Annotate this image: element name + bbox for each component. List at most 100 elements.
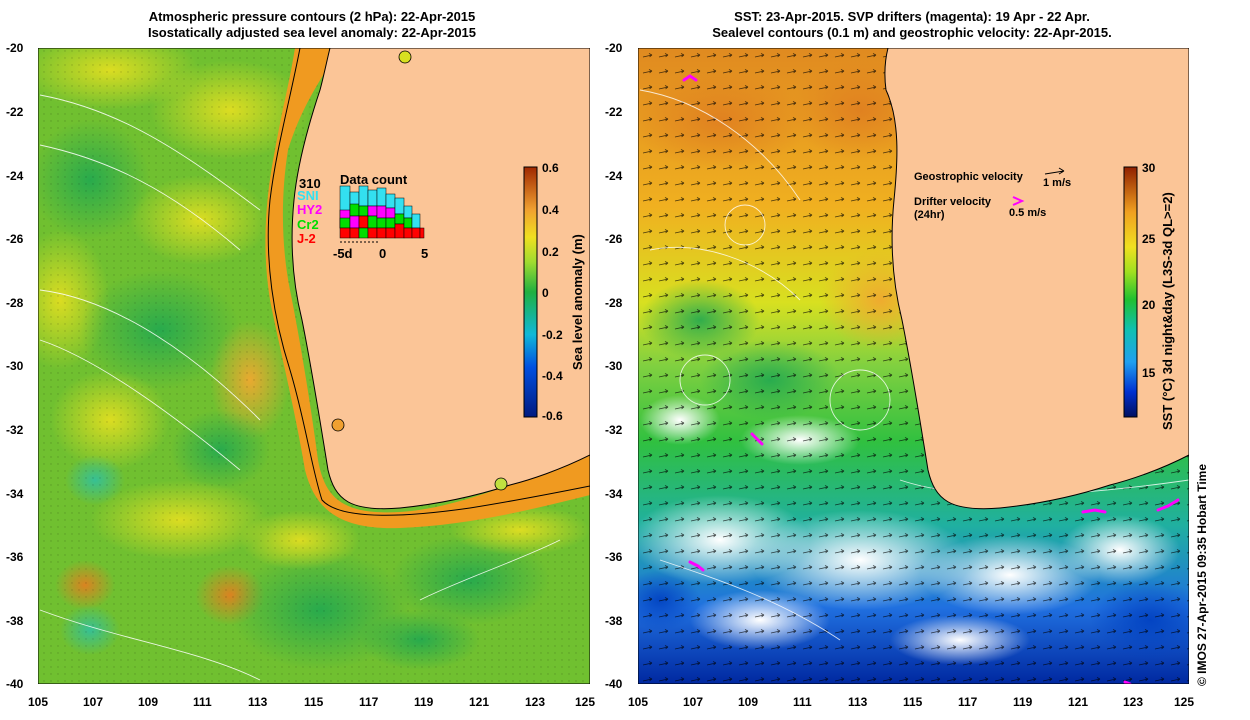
sla-coastal-band [265,48,590,529]
inset-tick-5: 5 [421,246,428,261]
left-x-tick: 111 [193,695,212,709]
right-y-tick: -32 [605,423,623,437]
right-x-tick: 121 [1068,695,1088,709]
right-y-tick: -20 [605,41,623,55]
sla-land [292,48,590,509]
left-y-tick: -26 [6,232,24,246]
sla-cbar-tick-0: 0.6 [542,161,559,175]
left-x-tick: 125 [575,695,595,709]
left-x-tick: 105 [28,695,48,709]
legend-cr2: Cr2 [297,217,319,232]
left-y-axis: -20 -22 -24 -26 -28 -30 -32 -34 -36 -38 … [6,41,24,691]
drifter-arrow-icon [1012,196,1025,206]
inset-tick-0: 0 [379,246,386,261]
left-y-tick: -32 [6,423,24,437]
right-x-tick: 125 [1174,695,1194,709]
credit-text: © IMOS 27-Apr-2015 09:35 Hobart Time [1195,464,1209,686]
legend-j2: J-2 [297,231,316,246]
right-x-tick: 105 [628,695,648,709]
drifter-velocity-scale: 0.5 m/s [1009,207,1046,219]
right-y-tick: -26 [605,232,623,246]
right-y-tick: -36 [605,550,623,564]
drifter-velocity-label: Drifter velocity [914,196,992,208]
left-title: Atmospheric pressure contours (2 hPa): 2… [28,9,596,41]
data-count-number: 310 [299,176,321,191]
legend-hy2: HY2 [297,202,322,217]
right-x-tick: 123 [1123,695,1143,709]
right-x-tick: 119 [1013,695,1033,709]
sla-cbar-label: Sea level anomaly (m) [570,234,585,370]
right-title: SST: 23-Apr-2015. SVP drifters (magenta)… [628,9,1196,41]
sla-cbar-tick-6: -0.6 [542,409,563,423]
left-y-tick: -28 [6,296,24,310]
right-y-tick: -38 [605,614,623,628]
sla-cbar-tick-4: -0.2 [542,328,563,342]
data-count-inset: 310 Data count SNI HY2 Cr2 J-2 -5d 0 5 [297,172,428,261]
drifter-tracks [682,74,1180,684]
inset-tick-minus5: -5d [333,246,353,261]
right-x-tick: 107 [683,695,703,709]
right-y-axis: -20 -22 -24 -26 -28 -30 -32 -34 -36 -38 … [605,41,623,691]
left-x-tick: 113 [248,695,268,709]
left-x-tick: 107 [83,695,103,709]
left-x-tick: 117 [359,695,379,709]
left-y-tick: -22 [6,105,24,119]
left-y-tick: -38 [6,614,24,628]
sst-cbar-tick-3: 15 [1142,366,1156,380]
right-y-tick: -28 [605,296,623,310]
sst-land [884,48,1189,509]
legend-sni: SNI [297,188,319,203]
sla-map [38,48,590,684]
sst-cbar-tick-2: 20 [1142,298,1156,312]
geo-velocity-label: Geostrophic velocity [914,171,1024,183]
right-x-tick: 111 [793,695,812,709]
right-title-line2: Sealevel contours (0.1 m) and geostrophi… [712,25,1112,40]
left-y-tick: -30 [6,359,24,373]
sst-colorbar: 30 25 20 15 SST (°C) 3d night&day (L3S-3… [1123,161,1175,430]
right-title-line1: SST: 23-Apr-2015. SVP drifters (magenta)… [734,9,1090,24]
sst-map [638,48,1189,684]
sst-cbar-tick-1: 25 [1142,232,1156,246]
velocity-legend: Geostrophic velocity 1 m/s Drifter veloc… [914,167,1071,221]
left-y-tick: -34 [6,487,24,501]
sla-isobath [267,48,590,516]
right-y-tick: -24 [605,169,623,183]
sla-cbar-tick-3: 0 [542,286,549,300]
left-x-axis: 105 107 109 111 113 115 117 119 121 123 … [28,695,595,709]
right-x-tick: 117 [958,695,978,709]
left-title-line1: Atmospheric pressure contours (2 hPa): 2… [148,9,476,24]
right-y-tick: -22 [605,105,623,119]
data-count-bars [339,185,425,239]
drifter-velocity-sub: (24hr) [914,209,945,221]
data-count-title: Data count [340,172,408,187]
left-y-tick: -40 [6,677,24,691]
left-y-tick: -36 [6,550,24,564]
left-x-tick: 123 [525,695,545,709]
sla-cbar-tick-1: 0.4 [542,203,559,217]
left-y-tick: -20 [6,41,24,55]
left-x-tick: 121 [469,695,489,709]
sla-cbar-tick-2: 0.2 [542,245,559,259]
left-title-line2: Isostatically adjusted sea level anomaly… [147,25,477,40]
right-x-tick: 115 [903,695,923,709]
right-x-tick: 109 [738,695,758,709]
tide-gauge-markers [331,50,508,491]
right-y-tick: -30 [605,359,623,373]
sst-coastline [884,48,1189,510]
sst-cbar-tick-0: 30 [1142,161,1156,175]
right-y-tick: -34 [605,487,623,501]
left-y-tick: -24 [6,169,24,183]
right-x-axis: 105 107 109 111 113 115 117 119 121 123 … [628,695,1194,709]
geo-velocity-arrow-icon [1044,167,1065,175]
sla-colorbar: 0.6 0.4 0.2 0 -0.2 -0.4 -0.6 Sea level a… [523,161,585,423]
sst-cbar-label: SST (°C) 3d night&day (L3S-3d QL>=2) [1160,192,1175,430]
left-x-tick: 115 [304,695,324,709]
left-x-tick: 109 [138,695,158,709]
sla-cbar-tick-5: -0.4 [542,369,563,383]
geo-velocity-scale: 1 m/s [1043,177,1071,189]
sla-coastline [291,48,590,510]
left-x-tick: 119 [414,695,434,709]
right-y-tick: -40 [605,677,623,691]
right-x-tick: 113 [848,695,868,709]
